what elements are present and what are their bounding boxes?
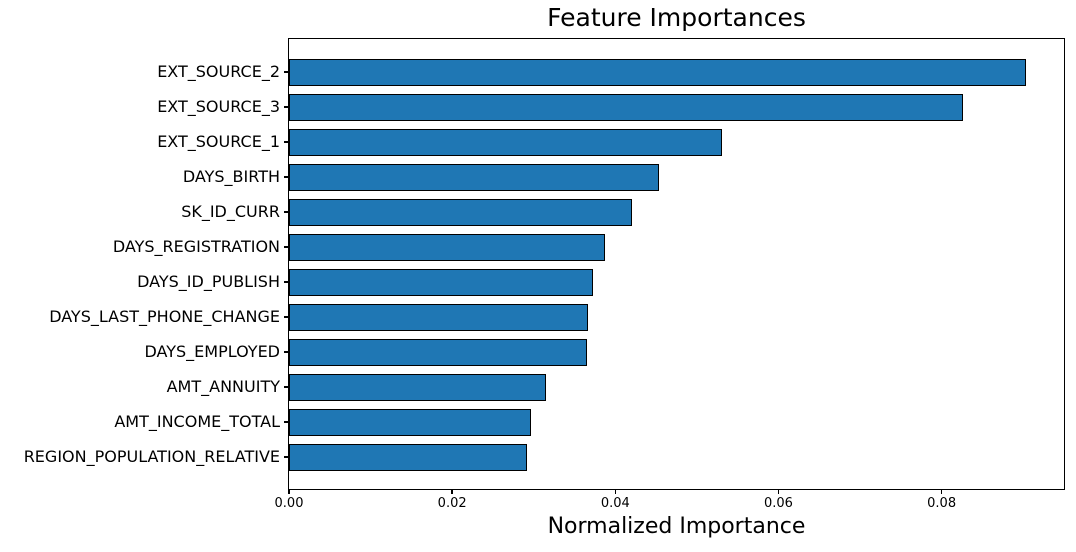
x-tick-label: 0.08 xyxy=(927,496,957,511)
y-tick-mark xyxy=(284,176,288,178)
bar-amt_annuity xyxy=(289,373,546,401)
bar-sk_id_curr xyxy=(289,198,633,226)
bar-days_last_phone_change xyxy=(289,303,588,331)
bar-ext_source_3 xyxy=(289,93,963,121)
y-tick-mark xyxy=(284,281,288,283)
x-tick-label: 0.06 xyxy=(763,496,793,511)
bar-ext_source_2 xyxy=(289,58,1027,86)
bar-days_employed xyxy=(289,338,587,366)
bar-region_population_relative xyxy=(289,443,528,471)
y-tick-mark xyxy=(284,421,288,423)
x-axis-label: Normalized Importance xyxy=(547,514,806,539)
y-tick-label: DAYS_LAST_PHONE_CHANGE xyxy=(49,307,280,326)
x-tick-label: 0.02 xyxy=(437,496,467,511)
bar-ext_source_1 xyxy=(289,128,723,156)
y-tick-mark xyxy=(284,386,288,388)
y-tick-mark xyxy=(284,71,288,73)
y-tick-label: EXT_SOURCE_1 xyxy=(157,132,280,151)
y-tick-mark xyxy=(284,106,288,108)
x-tick-label: 0.00 xyxy=(274,496,304,511)
bar-days_registration xyxy=(289,233,605,261)
bar-days_id_publish xyxy=(289,268,594,296)
y-tick-label: DAYS_BIRTH xyxy=(182,167,280,186)
x-tick-label: 0.04 xyxy=(600,496,630,511)
x-tick-mark xyxy=(451,490,453,494)
y-tick-mark xyxy=(284,141,288,143)
y-tick-label: EXT_SOURCE_2 xyxy=(157,62,280,81)
y-tick-label: SK_ID_CURR xyxy=(181,202,280,221)
x-tick-mark xyxy=(288,490,290,494)
bar-days_birth xyxy=(289,163,660,191)
plot-area xyxy=(288,38,1065,490)
bar-amt_income_total xyxy=(289,408,532,436)
y-tick-mark xyxy=(284,246,288,248)
x-tick-mark xyxy=(940,490,943,494)
y-tick-label: EXT_SOURCE_3 xyxy=(157,97,280,116)
y-tick-label: REGION_POPULATION_RELATIVE xyxy=(23,447,280,466)
y-tick-mark xyxy=(284,456,288,458)
chart-title: Feature Importances xyxy=(547,3,806,32)
y-tick-label: DAYS_REGISTRATION xyxy=(112,237,280,256)
y-tick-label: DAYS_EMPLOYED xyxy=(144,342,281,361)
x-tick-mark xyxy=(777,490,780,494)
y-tick-label: DAYS_ID_PUBLISH xyxy=(137,272,280,291)
y-tick-label: AMT_ANNUITY xyxy=(166,377,280,396)
y-tick-mark xyxy=(284,211,288,213)
y-tick-mark xyxy=(284,316,288,318)
y-tick-label: AMT_INCOME_TOTAL xyxy=(114,412,280,431)
x-tick-mark xyxy=(614,490,617,494)
y-tick-mark xyxy=(284,351,288,353)
